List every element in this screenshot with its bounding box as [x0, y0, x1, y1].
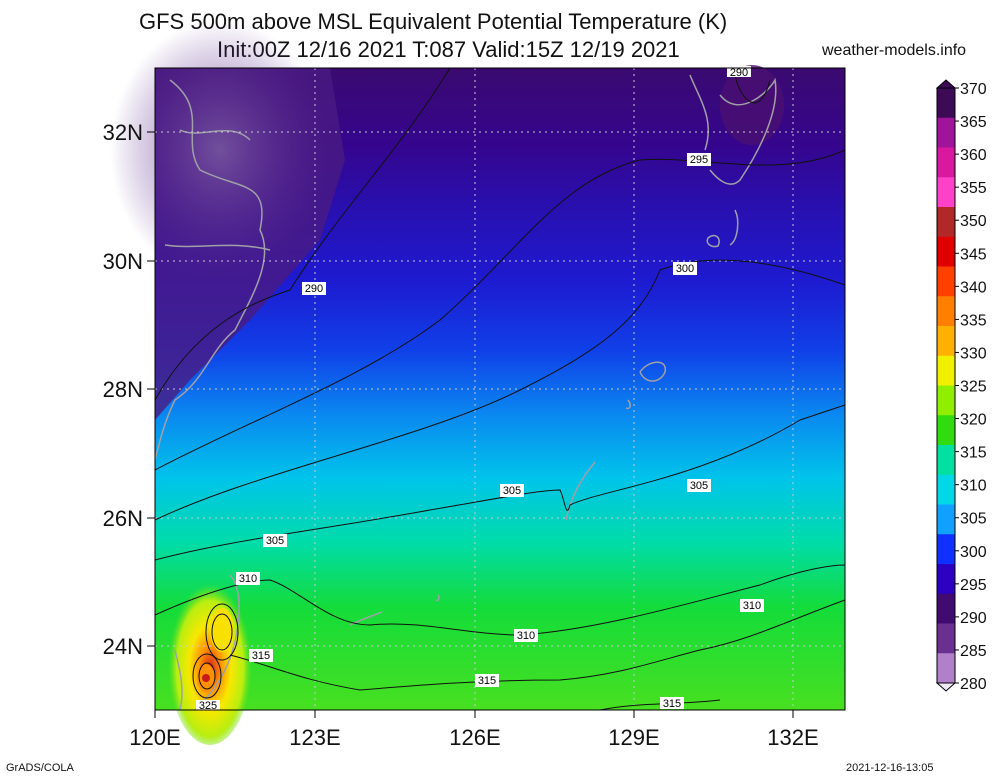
colorbar-swatch — [937, 117, 955, 148]
colorbar-label: 295 — [960, 577, 987, 594]
colorbar-label: 345 — [960, 246, 987, 263]
colorbar-label: 355 — [960, 180, 987, 197]
lat-lon-grid — [155, 68, 845, 710]
contour-label: 300 — [676, 263, 694, 275]
colorbar-swatch — [937, 266, 955, 297]
colorbar-label: 285 — [960, 643, 987, 660]
colorbar-swatch — [937, 207, 955, 238]
colorbar-swatch — [937, 504, 955, 535]
colorbar-swatch — [937, 236, 955, 267]
colorbar-label: 330 — [960, 345, 987, 362]
land-overlay-china — [110, 20, 330, 280]
contour-label: 310 — [743, 600, 761, 612]
longitude-labels: 120E 123E 126E 129E 132E — [129, 725, 818, 750]
colorbar-swatch — [937, 474, 955, 505]
contour-label: 315 — [252, 650, 270, 662]
colorbar-cap-bottom — [935, 682, 957, 692]
lat-label: 28N — [103, 377, 143, 402]
colorbar: 370 365 360 355 350 345 340 335 330 325 320 315 310 3… — [935, 79, 987, 693]
theta-e-contours — [154, 67, 846, 711]
colorbar-label: 280 — [960, 676, 987, 693]
contour-label: 305 — [690, 480, 708, 492]
colorbar-swatch — [937, 296, 955, 327]
colorbar-label: 335 — [960, 312, 987, 329]
colorbar-label: 300 — [960, 544, 987, 561]
colorbar-label: 340 — [960, 279, 987, 296]
colorbar-label: 350 — [960, 213, 987, 230]
colorbar-swatch — [937, 177, 955, 208]
contour-label: 315 — [663, 698, 681, 710]
lon-label: 126E — [449, 725, 500, 750]
latitude-labels: 32N 30N 28N 26N 24N — [103, 120, 143, 659]
colorbar-swatch — [937, 653, 955, 684]
colorbar-label: 360 — [960, 147, 987, 164]
contour-label: 290 — [305, 283, 323, 295]
contour-label: 305 — [266, 535, 284, 547]
colorbar-label: 315 — [960, 445, 987, 462]
colorbar-swatch — [937, 355, 955, 386]
colorbar-label: 290 — [960, 610, 987, 627]
colorbar-swatch — [937, 147, 955, 178]
colorbar-label: 310 — [960, 478, 987, 495]
colorbar-swatch — [937, 564, 955, 595]
colorbar-swatch — [937, 88, 955, 119]
footer-credit: GrADS/COLA — [6, 762, 74, 774]
lat-label: 24N — [103, 634, 143, 659]
high-theta-peak — [202, 674, 210, 682]
colorbar-label: 370 — [960, 81, 987, 98]
colorbar-swatch — [937, 385, 955, 416]
contour-label: 295 — [690, 154, 708, 166]
colorbar-label: 365 — [960, 114, 987, 131]
footer-timestamp: 2021-12-16-13:05 — [846, 762, 934, 774]
axis-ticks — [147, 131, 794, 718]
contour-label: 325 — [199, 700, 217, 712]
colorbar-swatch — [937, 534, 955, 565]
lon-label: 120E — [129, 725, 180, 750]
contour-label: 310 — [239, 573, 257, 585]
lat-label: 32N — [103, 120, 143, 145]
source-site-label: weather-models.info — [822, 42, 967, 59]
colorbar-swatch — [937, 326, 955, 357]
high-theta-core-1 — [210, 608, 234, 652]
colorbar-label: 320 — [960, 412, 987, 429]
colorbar-swatch — [937, 415, 955, 446]
lon-label: 132E — [767, 725, 818, 750]
colorbar-swatch — [937, 593, 955, 624]
contour-label: 290 — [730, 67, 748, 79]
colorbar-label: 325 — [960, 379, 987, 396]
contour-label: 310 — [517, 630, 535, 642]
colorbar-swatch — [937, 623, 955, 654]
colorbar-label: 305 — [960, 511, 987, 528]
lon-label: 129E — [608, 725, 659, 750]
contour-label: 305 — [503, 485, 521, 497]
contour-label: 315 — [478, 675, 496, 687]
colorbar-cap-top — [935, 79, 957, 89]
contour-labels: 290 290 295 300 305 305 305 310 310 310 … — [196, 66, 764, 712]
lon-label: 123E — [289, 725, 340, 750]
lat-label: 26N — [103, 506, 143, 531]
lat-label: 30N — [103, 249, 143, 274]
colorbar-swatch — [937, 445, 955, 476]
